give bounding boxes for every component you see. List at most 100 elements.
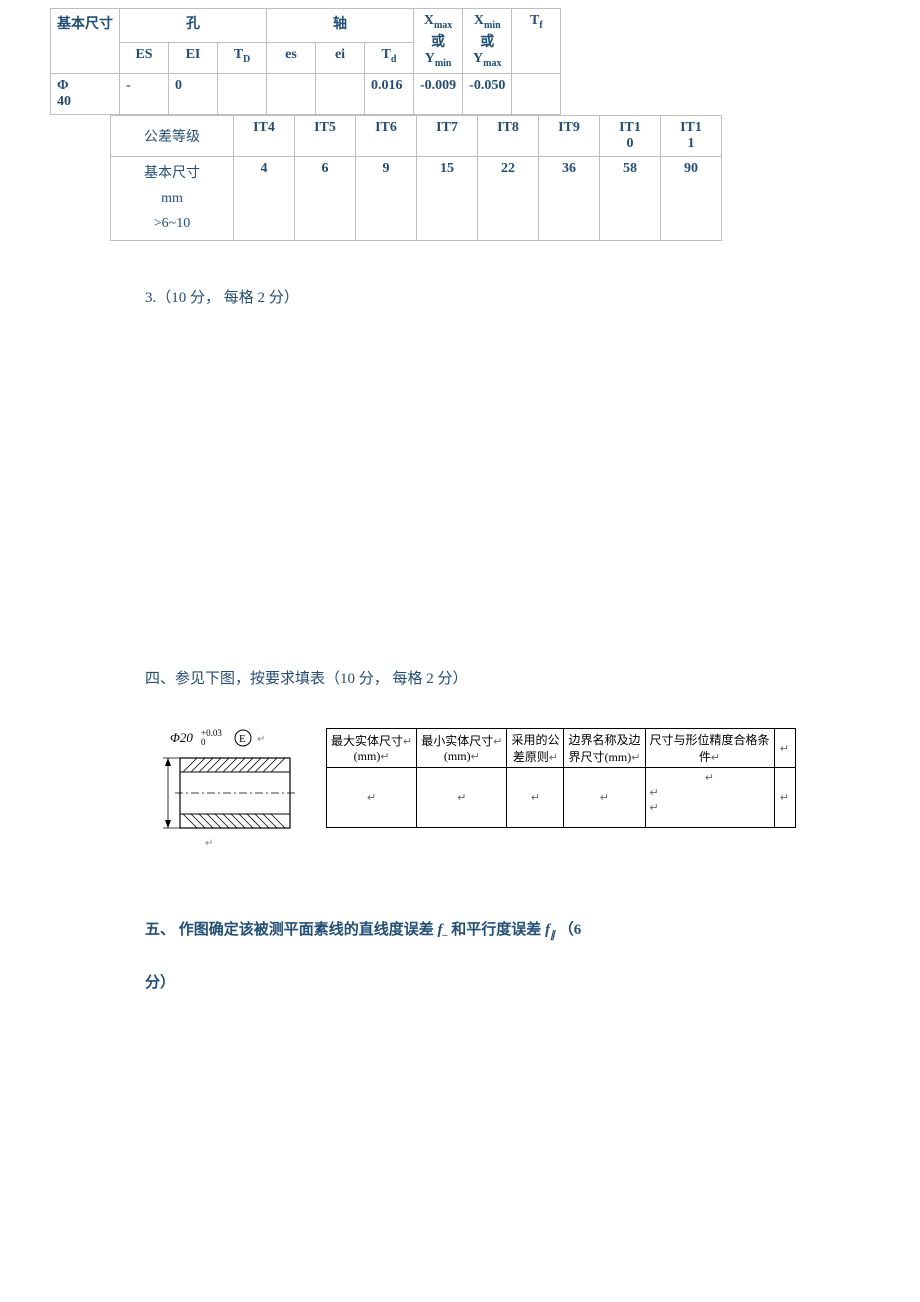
c-ret: ↵ [774, 768, 795, 828]
ret-icon: ↵ [403, 736, 412, 748]
label: 孔 [186, 17, 200, 32]
table1-header-row-1: 基本尺寸 孔 轴 Xmax 或 Ymin Xmin 或 Ymax Tf [51, 9, 561, 43]
ret-icon: ↵ [367, 792, 376, 804]
t: 边界名称及边 [568, 733, 640, 747]
ret-icon: ↵ [650, 802, 659, 814]
group-hole: 孔 [120, 9, 267, 43]
h5: 尺寸与形位精度合格条件↵ [645, 729, 774, 768]
val-it5: 6 [295, 156, 356, 241]
val-it7: 15 [417, 156, 478, 241]
col-tf: Tf [512, 9, 561, 74]
row-label-grade: 公差等级 [111, 115, 234, 156]
f-straightness: f– [438, 922, 448, 938]
col-basic-size: 基本尺寸 [51, 9, 120, 74]
c1: ↵ [327, 768, 417, 828]
ymin-sym: Y [425, 51, 435, 66]
ret-icon: ↵ [531, 792, 540, 804]
c3: ↵ [507, 768, 564, 828]
ret-icon: ↵ [457, 792, 466, 804]
td-sub: D [243, 53, 250, 64]
svg-text:Φ20: Φ20 [170, 730, 193, 745]
c4: ↵ [564, 768, 645, 828]
shaft-drawing-icon: Φ20 +0.03 0 E ↵ [135, 728, 310, 858]
t: 最大实体尺寸 [331, 734, 403, 748]
h3: 采用的公差原则↵ [507, 729, 564, 768]
it-data-row: 基本尺寸 mm >6~10 4 6 9 15 22 36 58 90 [111, 156, 722, 241]
t: 采用的公 [511, 733, 559, 747]
c5: ↵ ↵ ↵ [645, 768, 774, 828]
group-shaft: 轴 [267, 9, 414, 43]
label: 轴 [333, 17, 347, 32]
cell-xmin: -0.050 [463, 73, 512, 114]
xmax-sym: X [424, 13, 434, 28]
svg-text:↵: ↵ [257, 734, 265, 745]
cell-es [267, 73, 316, 114]
col-TD: TD [218, 42, 267, 73]
svg-text:↵: ↵ [205, 838, 213, 849]
ret-icon: ↵ [471, 751, 480, 763]
t: 界尺寸(mm) [569, 750, 632, 764]
t: (mm) [444, 749, 471, 763]
tolerance-fit-table: 基本尺寸 孔 轴 Xmax 或 Ymin Xmin 或 Ymax Tf ES E… [50, 8, 561, 115]
table3-data-row: ↵ ↵ ↵ ↵ ↵ ↵ ↵ ↵ [327, 768, 796, 828]
tds-sub: d [391, 53, 397, 64]
tds-sym: T [382, 47, 391, 62]
col-xmin: Xmin 或 Ymax [463, 9, 512, 74]
it-header-row: 公差等级 IT4 IT5 IT6 IT7 IT8 IT9 IT10 IT11 [111, 115, 722, 156]
val-it11: 90 [661, 156, 722, 241]
col-Td: Td [365, 42, 414, 73]
cell-ei [316, 73, 365, 114]
ymax-sub: max [483, 58, 501, 69]
cell-xmax: -0.009 [414, 73, 463, 114]
val-it8: 22 [478, 156, 539, 241]
ret-icon: ↵ [780, 792, 789, 804]
t: (mm) [354, 749, 381, 763]
cell-EI: 0 [169, 73, 218, 114]
td-val: 0.016 [371, 78, 407, 94]
ret-icon: ↵ [380, 751, 389, 763]
t: 件 [699, 750, 711, 764]
l2c: >6~10 [154, 216, 190, 231]
ret-icon: ↵ [705, 772, 714, 784]
col-EI: EI [169, 42, 218, 73]
xmin-sym: X [474, 13, 484, 28]
val-it9: 36 [539, 156, 600, 241]
q5-text-a: 五、 作图确定该被测平面素线的直线度误差 [145, 922, 438, 938]
phi: Φ [57, 78, 69, 93]
col-ei: ei [316, 42, 365, 73]
or-text: 或 [431, 35, 445, 50]
l2b: mm [161, 191, 183, 206]
col-xmax: Xmax 或 Ymin [414, 9, 463, 74]
t: 差原则 [513, 750, 549, 764]
f1sub: – [443, 930, 448, 941]
q5-text-mid: 和平行度误差 [451, 922, 545, 938]
tf-sym: T [530, 13, 539, 28]
q5-text-end: （6 [559, 922, 582, 938]
or-text: 或 [480, 35, 494, 50]
tf-sub: f [539, 20, 542, 31]
it11: IT11 [661, 115, 722, 156]
it4: IT4 [234, 115, 295, 156]
val-it4: 4 [234, 156, 295, 241]
f2sub: ∥ [550, 930, 555, 941]
ret-icon: ↵ [780, 743, 789, 755]
t: 最小实体尺寸 [421, 734, 493, 748]
c2: ↵ [417, 768, 507, 828]
basic-size-value: Φ 40 [51, 73, 120, 114]
f-parallelism: f∥ [545, 922, 555, 938]
l2a: 基本尺寸 [144, 166, 200, 181]
col-es: es [267, 42, 316, 73]
val-it6: 9 [356, 156, 417, 241]
t: 尺寸与形位精度合格条 [650, 733, 770, 747]
table1-data-row: Φ 40 - 0 0.016 -0.009 -0.050 [51, 73, 561, 114]
label: 基本尺寸 [57, 17, 113, 32]
ret-icon: ↵ [493, 736, 502, 748]
ret-icon: ↵ [711, 752, 720, 764]
svg-text:0: 0 [201, 737, 206, 747]
it6: IT6 [356, 115, 417, 156]
ret-icon: ↵ [549, 752, 558, 764]
ret-icon: ↵ [600, 792, 609, 804]
question-4-heading: 四、参见下图，按要求填表（10 分， 每格 2 分） [145, 667, 920, 688]
row-label-size: 基本尺寸 mm >6~10 [111, 156, 234, 241]
ymax-sym: Y [473, 51, 483, 66]
